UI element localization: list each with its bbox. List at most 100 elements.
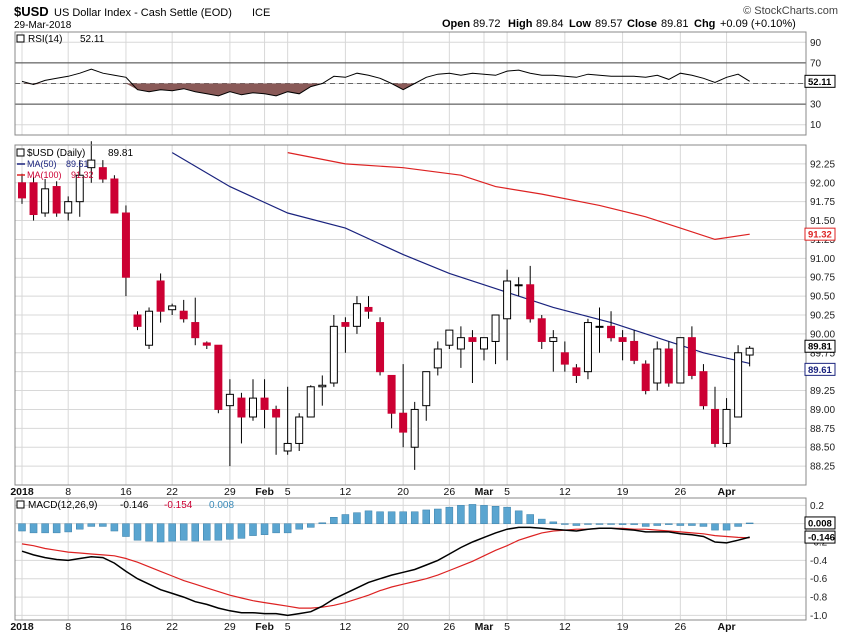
macd-legend-signal: -0.154	[164, 500, 193, 511]
candle-body	[168, 305, 177, 311]
candle	[526, 265, 535, 323]
macd-tick-label: 0.2	[810, 501, 824, 512]
price-panel: 88.2588.5088.7589.0089.2589.5089.7590.00…	[14, 141, 836, 486]
x-axis-macd-label: 22	[166, 621, 178, 633]
candle-body	[352, 303, 361, 327]
x-axis-price-label: 5	[504, 486, 510, 498]
x-axis-macd-label: 12	[559, 621, 571, 633]
macd-histogram-bar	[676, 523, 685, 526]
x-axis-price: 2018 8 16 22 29 Feb 5 12 20 26 Mar 5 12 19 26 Apr	[10, 486, 735, 498]
x-axis-price-label: 26	[444, 486, 456, 498]
macd-histogram-bar	[41, 523, 49, 534]
source-credit: © StockCharts.com	[743, 5, 838, 17]
macd-histogram-bar	[295, 523, 303, 530]
x-axis-macd-label: 20	[397, 621, 409, 633]
candle	[202, 341, 211, 349]
candle	[687, 326, 696, 380]
candle	[711, 386, 719, 448]
price-tick-label: 92.25	[810, 159, 835, 170]
candle	[341, 317, 350, 353]
candle-body	[145, 310, 154, 346]
x-axis-price-label: Mar	[475, 486, 494, 498]
rsi-legend-value: 52.11	[80, 34, 105, 45]
candle-body	[18, 182, 26, 199]
rsi-legend: RSI(14) 52.11	[16, 34, 105, 45]
x-axis-macd-label: 16	[120, 621, 132, 633]
candle	[641, 360, 650, 395]
candle	[537, 315, 546, 349]
candle	[676, 337, 685, 384]
candle-body	[329, 325, 338, 384]
macd-histogram-bar	[330, 517, 338, 524]
macd-histogram-bar	[133, 523, 142, 541]
candle	[468, 330, 477, 383]
macd-tick-label: -0.6	[810, 574, 828, 585]
macd-histogram-bar	[480, 505, 488, 524]
price-tick-label: 89.25	[810, 386, 835, 397]
macd-line	[21, 526, 750, 617]
candle	[433, 341, 442, 376]
macd-histogram-bar	[549, 521, 558, 524]
macd-histogram-bar	[457, 505, 465, 524]
exchange: ICE	[252, 7, 270, 19]
candle-body	[595, 325, 604, 328]
ma100-legend-value: 91.32	[71, 170, 94, 180]
candle-body	[295, 416, 304, 444]
candle-body	[537, 318, 546, 342]
candle-body	[711, 408, 719, 444]
price-legend: $USD (Daily) 89.81 MA(50) 89.61 MA(100) …	[16, 148, 133, 180]
chg-label: Chg	[694, 18, 715, 30]
rsi-tick-label: 70	[810, 58, 822, 69]
macd-histogram-bar	[665, 523, 673, 525]
rsi-line	[21, 68, 750, 97]
candle	[249, 379, 257, 421]
macd-histogram-bar	[653, 523, 661, 526]
macd-histogram-bar	[538, 518, 546, 524]
candle	[445, 329, 454, 349]
macd-histogram-bar	[260, 523, 269, 535]
x-axis-macd-label: 29	[224, 621, 236, 633]
symbol: $USD	[14, 4, 49, 19]
candle-body	[52, 186, 61, 214]
macd-histogram-bar	[410, 511, 419, 524]
macd-hist-tag-box	[804, 516, 836, 530]
price-tick-label: 88.50	[810, 443, 835, 454]
x-axis-macd-label: 26	[444, 621, 456, 633]
candle-body	[306, 386, 315, 418]
x-axis-macd-label: 12	[340, 621, 352, 633]
rsi-panel: 103050709052.11	[14, 31, 836, 136]
ma100-legend-label: MA(100)	[27, 170, 62, 180]
x-axis-price-label: 26	[675, 486, 687, 498]
rsi-last-tag: 52.11	[808, 77, 832, 88]
candle	[653, 341, 662, 391]
x-axis-macd-label: 2018	[10, 621, 34, 633]
candle	[179, 299, 188, 323]
macd-histogram-bar	[445, 506, 454, 524]
x-axis-price-label: 5	[285, 486, 291, 498]
macd-histogram-bar	[64, 523, 72, 533]
macd-histogram-bar	[699, 523, 708, 527]
macd-histogram-bar	[561, 523, 569, 525]
candle-body	[133, 314, 142, 327]
macd-histogram-bar	[52, 523, 61, 534]
candle-body	[745, 347, 754, 356]
price-tick-label: 91.50	[810, 216, 835, 227]
candle	[480, 337, 488, 361]
candle-body	[376, 322, 385, 373]
macd-histogram-bar	[272, 523, 280, 534]
candle	[664, 341, 673, 387]
macd-histogram-bar	[156, 523, 165, 543]
candle-body	[699, 371, 708, 407]
macd-histogram-bar	[249, 523, 257, 536]
candle	[410, 401, 419, 470]
macd-histogram-bar	[29, 523, 38, 534]
macd-legend-swatch	[16, 500, 25, 509]
candle-body	[399, 412, 408, 433]
rsi-last-tag-box	[804, 74, 836, 88]
candle	[133, 311, 142, 331]
candle-body	[272, 408, 281, 418]
macd-histogram-bar	[745, 522, 754, 525]
ma100-last-tag-box	[804, 227, 836, 241]
macd-histogram-bar	[110, 523, 119, 532]
candle	[29, 176, 38, 221]
